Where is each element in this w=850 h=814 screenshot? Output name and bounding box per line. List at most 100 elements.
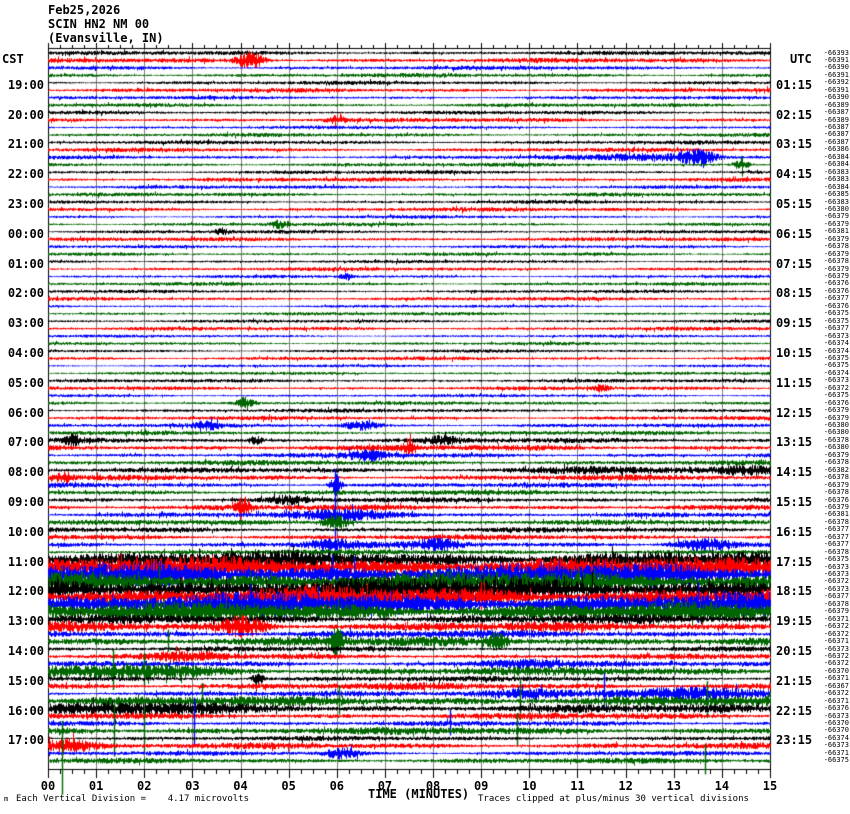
utc-hour-label: 09:15 <box>776 316 813 331</box>
trace-offset-value: -66387 <box>823 123 849 131</box>
cst-hour-label: 02:00 <box>7 286 44 301</box>
trace-offset-value: -66387 <box>823 130 849 139</box>
utc-hour-label: 18:15 <box>776 584 813 599</box>
trace-offset-value: -66376 <box>823 704 849 713</box>
utc-hour-label: 04:15 <box>776 167 813 182</box>
trace-offset-value: -66383 <box>823 197 849 206</box>
trace-offset-value: -66375 <box>823 391 849 400</box>
utc-hour-label: 02:15 <box>776 107 813 122</box>
clip-note: Traces clipped at plus/minus 30 vertical… <box>478 794 749 804</box>
trace-offset-value: -66370 <box>823 666 849 675</box>
trace-offset-value: -66373 <box>823 644 849 653</box>
cst-hour-label: 14:00 <box>7 644 44 658</box>
trace-offset-value: -66373 <box>823 376 849 385</box>
cst-hour-label: 17:00 <box>7 733 44 748</box>
trace-offset-value: -66370 <box>823 719 849 727</box>
left-axis-title: CST <box>2 52 24 66</box>
trace-offset-value: -66378 <box>823 257 849 266</box>
trace-offset-value: -66381 <box>823 227 849 236</box>
right-axis-title: UTC <box>790 52 812 66</box>
trace-offset-value: -66371 <box>823 637 849 646</box>
trace-offset-value: -66386 <box>823 145 849 154</box>
x-tick-label: 01 <box>88 779 104 793</box>
x-tick-label: 08 <box>425 779 441 793</box>
trace-offset-value: -66379 <box>823 234 849 243</box>
cst-hour-label: 23:00 <box>7 197 44 211</box>
trace-offset-value: -66379 <box>823 502 849 511</box>
cst-hour-label: 15:00 <box>7 673 44 688</box>
x-tick-label: 03 <box>185 779 200 793</box>
cst-hour-label: 01:00 <box>7 256 44 271</box>
cst-hour-label: 22:00 <box>7 167 44 182</box>
trace-offset-value: -66391 <box>823 70 849 79</box>
trace-offset-value: -66372 <box>823 689 849 698</box>
trace-offset-value: -66376 <box>823 286 849 295</box>
utc-hour-label: 03:15 <box>776 137 813 152</box>
utc-hour-label: 23:15 <box>776 733 813 748</box>
utc-hour-label: 08:15 <box>776 286 813 301</box>
trace-offset-value: -66380 <box>823 421 849 429</box>
trace-offset-value: -66384 <box>823 182 849 191</box>
trace-offset-value: -66372 <box>823 577 849 586</box>
x-tick-label: 09 <box>473 779 489 793</box>
trace-offset-value: -66381 <box>823 510 849 519</box>
trace-offset-value: -66371 <box>823 674 849 683</box>
trace-offset-value: -66380 <box>823 428 849 437</box>
trace-offset-value: -66380 <box>823 443 849 452</box>
trace-offset-value: -66379 <box>823 413 849 422</box>
trace-offset-value: -66373 <box>823 711 849 720</box>
trace-offset-value: -66377 <box>823 294 849 303</box>
trace-offset-value: -66377 <box>823 532 849 541</box>
trace-offset-value: -66378 <box>823 473 849 482</box>
trace-offset-value: -66378 <box>823 517 849 526</box>
cst-hour-label: 11:00 <box>7 554 44 569</box>
trace-offset-value: -66379 <box>823 219 849 228</box>
x-tick-label: 10 <box>522 779 537 793</box>
cst-hour-label: 05:00 <box>7 375 44 390</box>
cst-hour-label: 04:00 <box>7 346 44 360</box>
trace-offset-value: -66377 <box>823 540 849 549</box>
trace-offset-value: -66373 <box>823 584 849 593</box>
cst-hour-label: 06:00 <box>7 405 44 420</box>
trace-offset-value: -66389 <box>823 100 849 109</box>
cst-hour-label: 03:00 <box>7 316 44 331</box>
trace-offset-value: -66383 <box>823 167 849 176</box>
utc-hour-label: 05:15 <box>776 197 813 211</box>
cst-hour-label: 16:00 <box>7 703 44 718</box>
utc-hour-label: 10:15 <box>776 346 813 360</box>
x-tick-label: 05 <box>281 779 296 793</box>
x-tick-label: 15 <box>762 779 778 793</box>
utc-hour-label: 06:15 <box>776 226 813 241</box>
trace-offset-value: -66376 <box>823 495 849 504</box>
utc-hour-label: 20:15 <box>776 644 813 658</box>
trace-offset-value: -66390 <box>823 93 849 102</box>
trace-offset-value: -66384 <box>823 160 849 169</box>
trace-offset-value: -66379 <box>823 607 849 616</box>
utc-hour-label: 13:15 <box>776 435 813 450</box>
trace-offset-value: -66383 <box>823 175 849 184</box>
utc-hour-label: 12:15 <box>776 405 813 420</box>
trace-offset-value: -66387 <box>823 108 849 117</box>
x-tick-label: 04 <box>233 779 248 793</box>
x-tick-label: 07 <box>377 779 393 793</box>
trace-offset-value: -66378 <box>823 435 849 444</box>
cst-hour-label: 10:00 <box>7 524 44 539</box>
trace-offset-value: -66375 <box>823 353 849 362</box>
trace-offset-value: -66378 <box>823 547 849 556</box>
unit-glyph: m <box>4 795 9 803</box>
cst-hour-label: 19:00 <box>7 77 44 92</box>
trace-offset-value: -66390 <box>823 63 849 72</box>
x-tick-label: 06 <box>329 779 345 793</box>
trace-offset-value: -66379 <box>823 272 849 280</box>
trace-offset-value: -66392 <box>823 78 849 87</box>
trace-offset-value: -66377 <box>823 525 849 534</box>
trace-offset-value: -66393 <box>823 48 849 57</box>
utc-hour-label: 01:15 <box>776 77 813 92</box>
trace-offset-value: -66379 <box>823 264 849 273</box>
trace-offset-value: -66373 <box>823 570 849 578</box>
trace-offset-value: -66372 <box>823 659 849 668</box>
trace-offset-value: -66378 <box>823 242 849 251</box>
trace-offset-value: -66379 <box>823 450 849 459</box>
x-tick-label: 00 <box>40 779 56 793</box>
